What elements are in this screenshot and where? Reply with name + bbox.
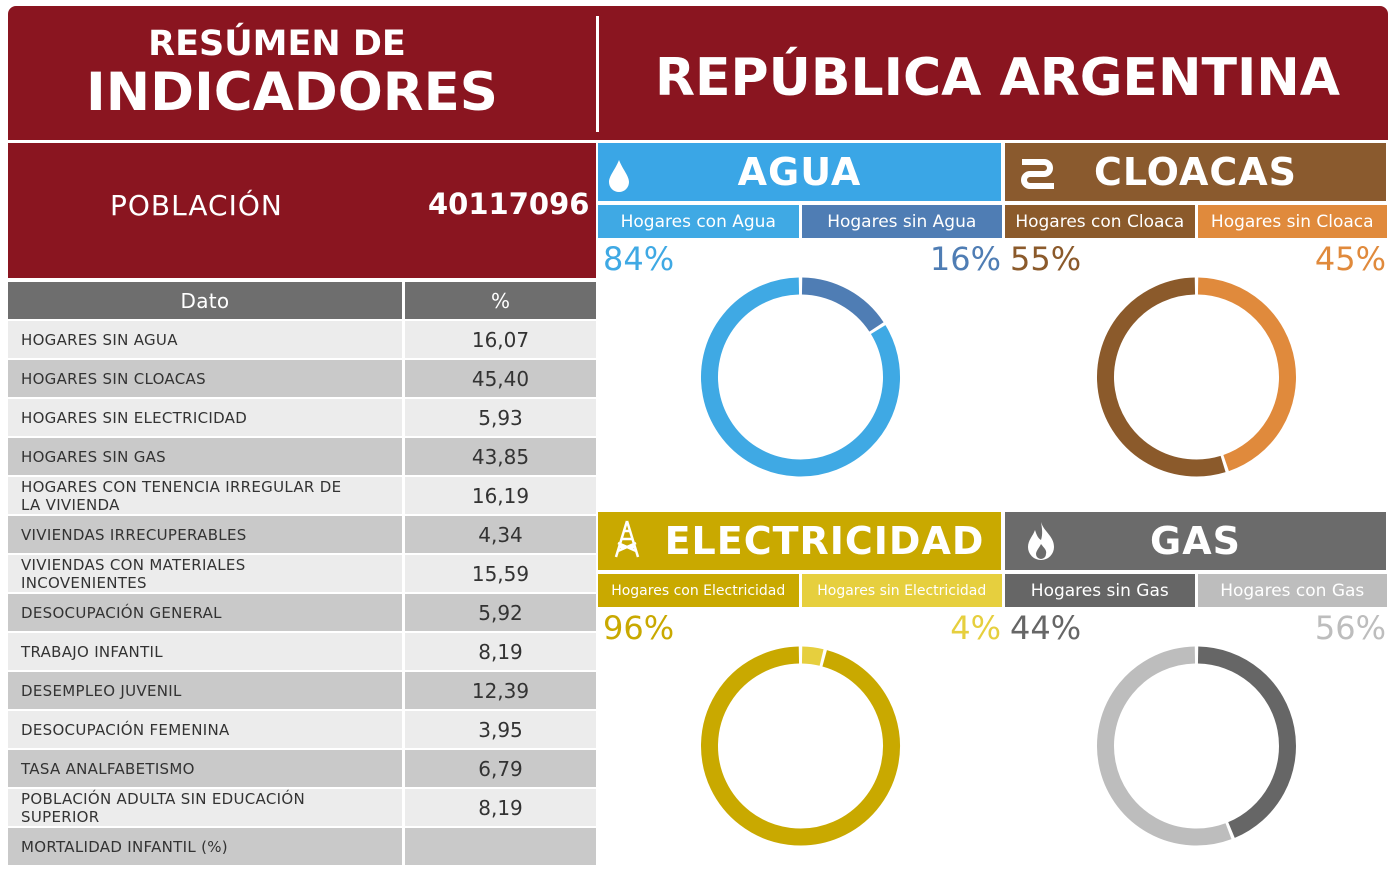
header-line1: RESÚMEN DE <box>148 24 406 64</box>
legend-entry: Hogares sin Agua <box>801 205 1002 238</box>
water-icon <box>609 160 629 192</box>
donut-segment <box>801 277 884 332</box>
table-row: TRABAJO INFANTIL 8,19 <box>8 633 596 670</box>
donut-segment <box>1097 277 1226 477</box>
table-label: DESEMPLEO JUVENIL <box>8 672 402 709</box>
column-header: Dato <box>8 282 402 319</box>
chart-title: GAS <box>1005 512 1386 570</box>
table-row: HOGARES SIN CLOACAS 45,40 <box>8 360 596 397</box>
value-label: 84% <box>603 240 675 278</box>
table-label: MORTALIDAD INFANTIL (%) <box>8 828 402 865</box>
table-value: 8,19 <box>405 633 596 670</box>
flame-icon <box>1028 522 1054 560</box>
poblacion-label: POBLACIÓN <box>110 189 283 222</box>
table-row: TASA ANALFABETISMO 6,79 <box>8 750 596 787</box>
table-value: 16,07 <box>405 321 596 358</box>
legend-entry: Hogares con Gas <box>1197 574 1387 607</box>
table-label: DESOCUPACIÓN FEMENINA <box>8 711 402 748</box>
table-row: MORTALIDAD INFANTIL (%) <box>8 828 596 865</box>
table-row: DESOCUPACIÓN GENERAL 5,92 <box>8 594 596 631</box>
donut-segment <box>701 646 900 846</box>
table-value <box>405 828 596 865</box>
table-row: HOGARES CON TENENCIA IRREGULAR DE LA VIV… <box>8 477 596 514</box>
table-value: 43,85 <box>405 438 596 475</box>
table-value: 6,79 <box>405 750 596 787</box>
table-label: TASA ANALFABETISMO <box>8 750 402 787</box>
table-label: DESOCUPACIÓN GENERAL <box>8 594 402 631</box>
donut-segment <box>701 277 900 477</box>
table-header: Dato% <box>8 282 596 319</box>
legend-entry: Hogares sin Electricidad <box>801 574 1002 607</box>
table-label: TRABAJO INFANTIL <box>8 633 402 670</box>
legend-entry: Hogares con Cloaca <box>1005 205 1195 238</box>
chart-title: ELECTRICIDAD <box>598 512 1001 570</box>
donut-segment <box>1197 646 1296 838</box>
table-row: VIVIENDAS CON MATERIALES INCOVENIENTES 15… <box>8 555 596 592</box>
header-divider <box>596 16 599 132</box>
donut-segment <box>1197 277 1296 472</box>
value-label: 44% <box>1010 609 1082 647</box>
table-row: DESOCUPACIÓN FEMENINA 3,95 <box>8 711 596 748</box>
table-label: POBLACIÓN ADULTA SIN EDUCACIÓN SUPERIOR <box>8 789 402 826</box>
table-row: HOGARES SIN ELECTRICIDAD 5,93 <box>8 399 596 436</box>
donut-segment <box>801 646 824 666</box>
value-label: 96% <box>603 609 675 647</box>
value-label: 56% <box>1314 609 1386 647</box>
chart-title: AGUA <box>598 143 1001 201</box>
legend-entry: Hogares con Electricidad <box>598 574 799 607</box>
table-row: VIVIENDAS IRRECUPERABLES 4,34 <box>8 516 596 553</box>
table-row: HOGARES SIN GAS 43,85 <box>8 438 596 475</box>
legend-entry: Hogares sin Gas <box>1005 574 1195 607</box>
table-value: 4,34 <box>405 516 596 553</box>
table-row: POBLACIÓN ADULTA SIN EDUCACIÓN SUPERIOR 8… <box>8 789 596 826</box>
table-value: 5,93 <box>405 399 596 436</box>
value-label: 4% <box>950 609 1001 647</box>
table-label: VIVIENDAS IRRECUPERABLES <box>8 516 402 553</box>
table-value: 3,95 <box>405 711 596 748</box>
table-value: 16,19 <box>405 477 596 514</box>
value-label: 55% <box>1010 240 1082 278</box>
legend-entry: Hogares con Agua <box>598 205 799 238</box>
chart-title: CLOACAS <box>1005 143 1386 201</box>
table-value: 12,39 <box>405 672 596 709</box>
table-row: HOGARES SIN AGUA 16,07 <box>8 321 596 358</box>
tower-icon <box>614 520 640 558</box>
poblacion-box: POBLACIÓN 40117096 <box>8 143 596 278</box>
value-label: 45% <box>1314 240 1386 278</box>
header-country: REPÚBLICA ARGENTINA <box>654 48 1341 108</box>
value-label: 16% <box>929 240 1001 278</box>
table-label: VIVIENDAS CON MATERIALES INCOVENIENTES <box>8 555 402 592</box>
donut-segment <box>1097 646 1232 846</box>
column-header: % <box>405 282 596 319</box>
table-value: 15,59 <box>405 555 596 592</box>
header <box>8 6 1388 140</box>
pipe-icon <box>1021 159 1054 189</box>
table-label: HOGARES SIN ELECTRICIDAD <box>8 399 402 436</box>
table-label: HOGARES CON TENENCIA IRREGULAR DE LA VIV… <box>8 477 402 514</box>
table-label: HOGARES SIN CLOACAS <box>8 360 402 397</box>
table-value: 5,92 <box>405 594 596 631</box>
table-label: HOGARES SIN AGUA <box>8 321 402 358</box>
legend-entry: Hogares sin Cloaca <box>1197 205 1387 238</box>
header-line2: INDICADORES <box>86 62 498 123</box>
indicator-table: Dato% HOGARES SIN AGUA 16,07 HOGARES SIN CL… <box>8 282 596 867</box>
table-value: 45,40 <box>405 360 596 397</box>
table-label: HOGARES SIN GAS <box>8 438 402 475</box>
table-value: 8,19 <box>405 789 596 826</box>
poblacion-value: 40117096 <box>428 187 590 221</box>
table-row: DESEMPLEO JUVENIL 12,39 <box>8 672 596 709</box>
